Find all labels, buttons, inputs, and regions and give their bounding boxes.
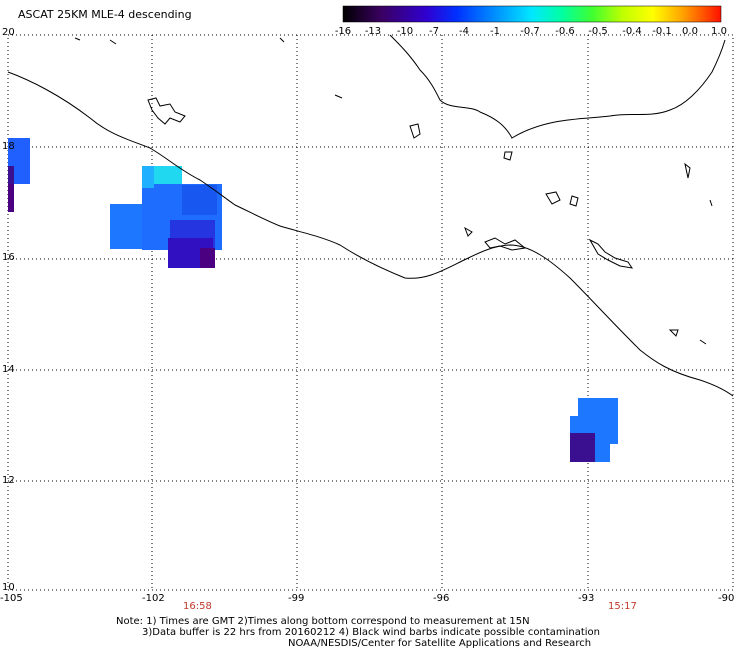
note-line-1: Note: 1) Times are GMT 2)Times along bot…: [116, 616, 530, 627]
lat-label: 14: [2, 364, 15, 375]
colorbar-label: -7: [429, 26, 439, 37]
colorbar-label: -4: [459, 26, 469, 37]
note-line-3: NOAA/NESDIS/Center for Satellite Applica…: [288, 638, 592, 649]
time-label-right: 15:17: [608, 601, 637, 612]
colorbar-label: -0.7: [520, 26, 540, 37]
coastline: [7, 34, 734, 397]
colorbar-label: 1.0: [711, 26, 727, 37]
colorbar-label: -16: [334, 26, 352, 37]
lat-label: 12: [2, 475, 15, 486]
lat-label: 18: [2, 141, 15, 152]
lon-label: -99: [288, 593, 305, 604]
time-label-left: 16:58: [183, 601, 212, 612]
colorbar-label: -0.5: [588, 26, 608, 37]
colorbar-label: -0.6: [555, 26, 575, 37]
colorbar-label: -13: [364, 26, 382, 37]
lon-label: -90: [718, 593, 735, 604]
colorbar-label: -0.1: [652, 26, 672, 37]
colorbar-label: 0.0: [682, 26, 698, 37]
lat-label: 10: [2, 582, 15, 593]
lat-label: 20: [2, 27, 15, 38]
lon-label: -93: [578, 593, 595, 604]
colorbar-label: -10: [396, 26, 414, 37]
lon-label: -105: [0, 593, 23, 604]
lon-label: -96: [433, 593, 450, 604]
colorbar-label: -1: [490, 26, 500, 37]
lat-label: 16: [2, 252, 15, 263]
note-line-2: 3)Data buffer is 22 hrs from 20160212 4)…: [142, 627, 600, 638]
grid: [8, 35, 733, 590]
lon-label: -102: [142, 593, 165, 604]
map-title: ASCAT 25KM MLE-4 descending: [18, 8, 192, 21]
wind-data-cells: [8, 138, 618, 462]
colorbar: [342, 5, 722, 23]
colorbar-label: -0.4: [622, 26, 642, 37]
